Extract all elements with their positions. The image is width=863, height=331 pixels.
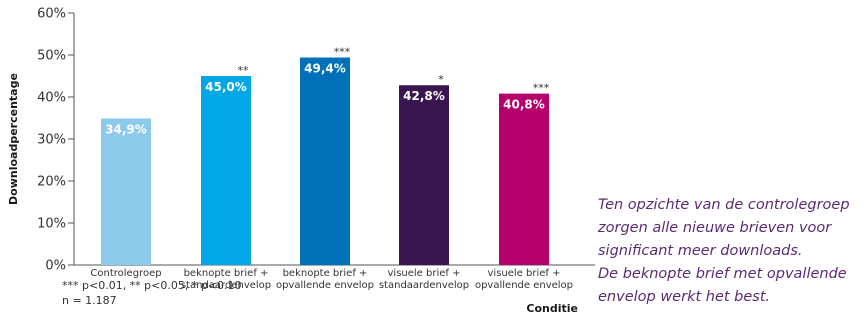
- bar-value-label: 49,4%: [304, 62, 346, 76]
- significance-marker: ***: [533, 82, 550, 95]
- chart-axes: 0% 10% 20% 30% 40% 50% 60% Downloadpercentage Co…: [7, 7, 595, 315]
- bar-value-label: 40,8%: [503, 98, 545, 112]
- significance-footnote: *** p<0.01, ** p<0.05, * p<0.10: [62, 279, 242, 292]
- significance-marker: *: [438, 73, 444, 86]
- category-label: standaardenvelop: [181, 280, 271, 291]
- category-label: visuele brief +: [488, 268, 561, 279]
- y-tick-label: 20%: [37, 175, 66, 190]
- annotation-line: Ten opzichte van de controlegroep: [598, 197, 850, 213]
- conclusion-annotation: Ten opzichte van de controlegroep zorgen …: [598, 194, 860, 309]
- chart-labels: 34,9% Controlegroep 45,0% ** beknopte brief …: [90, 46, 573, 291]
- footnote: *** p<0.01, ** p<0.05, * p<0.10 n = 1.18…: [62, 278, 242, 308]
- x-axis-title: Conditie: [526, 302, 578, 315]
- bar: [499, 93, 549, 265]
- bar-value-label: 42,8%: [403, 89, 445, 103]
- y-tick-label: 10%: [37, 217, 66, 232]
- category-label: beknopte brief +: [283, 268, 368, 279]
- bar: [399, 85, 449, 266]
- bar: [101, 118, 151, 265]
- category-label: visuele brief +: [388, 268, 461, 279]
- y-tick-label: 50%: [37, 49, 66, 64]
- bar-value-label: 34,9%: [105, 122, 147, 136]
- bar: [201, 76, 251, 265]
- annotation-line: envelop werkt het best.: [598, 289, 771, 305]
- category-label: beknopte brief +: [184, 268, 269, 279]
- annotation-line: significant meer downloads.: [598, 243, 803, 259]
- category-label: standaardenvelop: [379, 280, 469, 291]
- category-label: opvallende envelop: [475, 280, 573, 291]
- y-axis-title: Downloadpercentage: [7, 73, 20, 205]
- bar-value-label: 45,0%: [205, 80, 247, 94]
- significance-marker: **: [238, 64, 250, 77]
- significance-marker: ***: [334, 46, 351, 59]
- category-label: Controlegroep: [90, 268, 161, 279]
- category-label: opvallende envelop: [276, 280, 374, 291]
- y-tick-label: 0%: [45, 259, 66, 274]
- annotation-line: De beknopte brief met opvallende: [598, 266, 847, 282]
- y-tick-label: 40%: [37, 91, 66, 106]
- sample-size-footnote: n = 1.187: [62, 294, 117, 307]
- bar: [300, 57, 350, 265]
- y-tick-label: 30%: [37, 133, 66, 148]
- y-tick-label: 60%: [37, 7, 66, 22]
- annotation-line: zorgen alle nieuwe brieven voor: [598, 220, 832, 236]
- chart-bars: [101, 57, 549, 266]
